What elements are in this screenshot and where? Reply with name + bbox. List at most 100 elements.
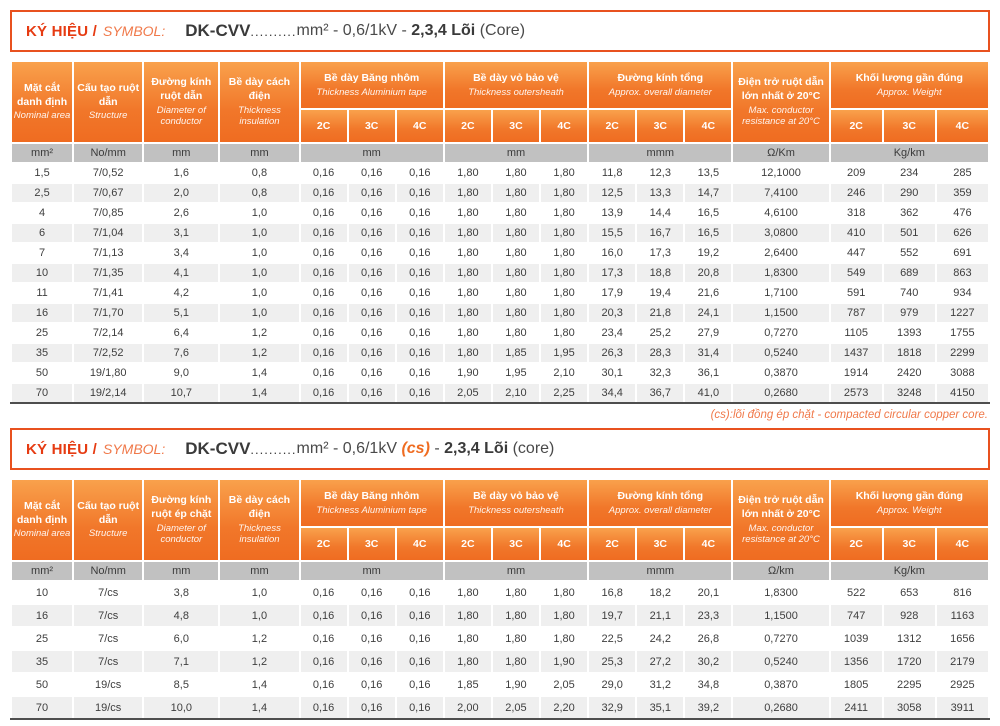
table-cell: 1,95	[539, 342, 590, 364]
table-cell: 19/1,80	[72, 362, 145, 384]
table-cell: 1,80	[442, 649, 493, 674]
table-cell: 10	[9, 580, 75, 605]
table-cell: 19,4	[635, 282, 686, 304]
table-cell: 2,25	[539, 382, 590, 404]
unit-cell: mm	[142, 142, 221, 164]
table-cell: 41,0	[683, 382, 734, 404]
col-header-vi: Bề dày Băng nhôm	[324, 71, 420, 84]
table-cell: 0,16	[394, 322, 445, 344]
table-cell: 32,9	[587, 695, 638, 720]
cable-code: DK-CVV	[185, 21, 251, 40]
table-cell: 2295	[881, 672, 937, 697]
subcol-4c: 4C	[539, 526, 590, 562]
unit-cell: mm	[218, 560, 301, 582]
col-header-vi: Đường kính tổng	[617, 489, 704, 502]
header-sub-row: 2C 3C 4C 2C 3C 4C 2C 3C 4C 2C 3C 4C	[11, 108, 991, 144]
table-cell: 0,3870	[731, 362, 831, 384]
table-cell: 747	[828, 603, 884, 628]
table-cell: 14,7	[683, 182, 734, 204]
table-cell: 246	[828, 182, 884, 204]
col-header-en: Thickness outersheath	[468, 86, 564, 98]
table-cell: 6,0	[142, 626, 221, 651]
table-cell: 1914	[828, 362, 884, 384]
table-cell: 0,5240	[731, 649, 831, 674]
table-cell: 0,16	[298, 649, 349, 674]
table-cell: 20,8	[683, 262, 734, 284]
table-cell: 21,1	[635, 603, 686, 628]
table-cell: 16,8	[587, 580, 638, 605]
col-header-en: Max. conductor resistance at 20°C	[742, 104, 820, 128]
table-cell: 234	[881, 162, 937, 184]
table-cell: 1,80	[490, 580, 542, 605]
subcol-2c: 2C	[298, 526, 349, 562]
col-header-insulation-thickness: Bề dày cách điện Thickness insulation	[218, 478, 301, 562]
table-cell: 13,9	[587, 202, 638, 224]
table-cell: 70	[9, 382, 75, 404]
table-cell: 16,5	[683, 202, 734, 224]
table-cell: 0,16	[298, 282, 349, 304]
subcol-4c: 4C	[394, 108, 445, 144]
table-cell: 7/0,67	[72, 182, 145, 204]
table-cell: 3,8	[142, 580, 221, 605]
table-cell: 16,0	[587, 242, 638, 264]
table-cell: 0,8	[218, 162, 301, 184]
table-cell: 2420	[881, 362, 937, 384]
table-cell: 1,4	[218, 672, 301, 697]
table-cell: 7/cs	[72, 626, 145, 651]
table-cell: 10,7	[142, 382, 221, 404]
table-cell: 2411	[828, 695, 884, 720]
table-cell: 32,3	[635, 362, 686, 384]
table-cell: 7/cs	[72, 603, 145, 628]
table-cell: 23,3	[683, 603, 734, 628]
table-cell: 10,0	[142, 695, 221, 720]
unit-cell: mm	[442, 560, 590, 582]
table-cell: 0,16	[298, 603, 349, 628]
col-header-vi: Bề dày Băng nhôm	[324, 489, 420, 502]
table-cell: 2,20	[539, 695, 590, 720]
unit-cell: No/mm	[72, 142, 145, 164]
table-cell: 362	[881, 202, 937, 224]
table-cell: 25,2	[635, 322, 686, 344]
col-header-aluminium-tape: Bề dày Băng nhôm Thickness Aluminium tap…	[298, 478, 445, 528]
table-cell: 1755	[934, 322, 991, 344]
cable-cores: 2,3,4 Lõi	[444, 440, 509, 457]
table-cell: 7/1,70	[72, 302, 145, 324]
table-cell: 0,7270	[731, 626, 831, 651]
unit-cell: Ω/Km	[731, 142, 831, 164]
table-cell: 689	[881, 262, 937, 284]
table-cell: 1,0	[218, 262, 301, 284]
table-cell: 979	[881, 302, 937, 324]
table-cell: 7,4100	[731, 182, 831, 204]
table-cell: 1,0	[218, 302, 301, 324]
subcol-3c: 3C	[346, 108, 397, 144]
subcol-4c: 4C	[539, 108, 590, 144]
col-header-aluminium-tape: Bề dày Băng nhôm Thickness Aluminium tap…	[298, 60, 445, 110]
table-cell: 1227	[934, 302, 991, 324]
table-cell: 0,16	[298, 302, 349, 324]
table-cell: 0,16	[298, 202, 349, 224]
table-cell: 626	[934, 222, 991, 244]
unit-cell: mmm	[587, 560, 734, 582]
table-cell: 1,80	[442, 262, 493, 284]
table-cell: 14,4	[635, 202, 686, 224]
table-cell: 1,0	[218, 242, 301, 264]
spec-table-compacted-core: Mặt cắt danh định Nominal area Cấu tạo r…	[9, 478, 991, 720]
cs-marker: (cs)	[401, 440, 430, 457]
table-cell: 20,3	[587, 302, 638, 324]
unit-cell: mm²	[9, 142, 75, 164]
unit-cell: Kg/km	[828, 560, 991, 582]
table-cell: 2925	[934, 672, 991, 697]
table-cell: 0,7270	[731, 322, 831, 344]
table-cell: 0,16	[346, 603, 397, 628]
table-cell: 591	[828, 282, 884, 304]
table-cell: 0,16	[346, 695, 397, 720]
table-cell: 2299	[934, 342, 991, 364]
subcol-4c: 4C	[683, 526, 734, 562]
table-cell: 1,80	[442, 580, 493, 605]
table-cell: 11	[9, 282, 75, 304]
table-cell: 1,80	[539, 222, 590, 244]
table-cell: 29,0	[587, 672, 638, 697]
subcol-2c: 2C	[828, 108, 884, 144]
table-cell: 1,80	[442, 182, 493, 204]
table-row: 4 7/0,85 2,6 1,0 0,16 0,16 0,16 1,80 1,80 1,80 13,…	[9, 202, 991, 224]
